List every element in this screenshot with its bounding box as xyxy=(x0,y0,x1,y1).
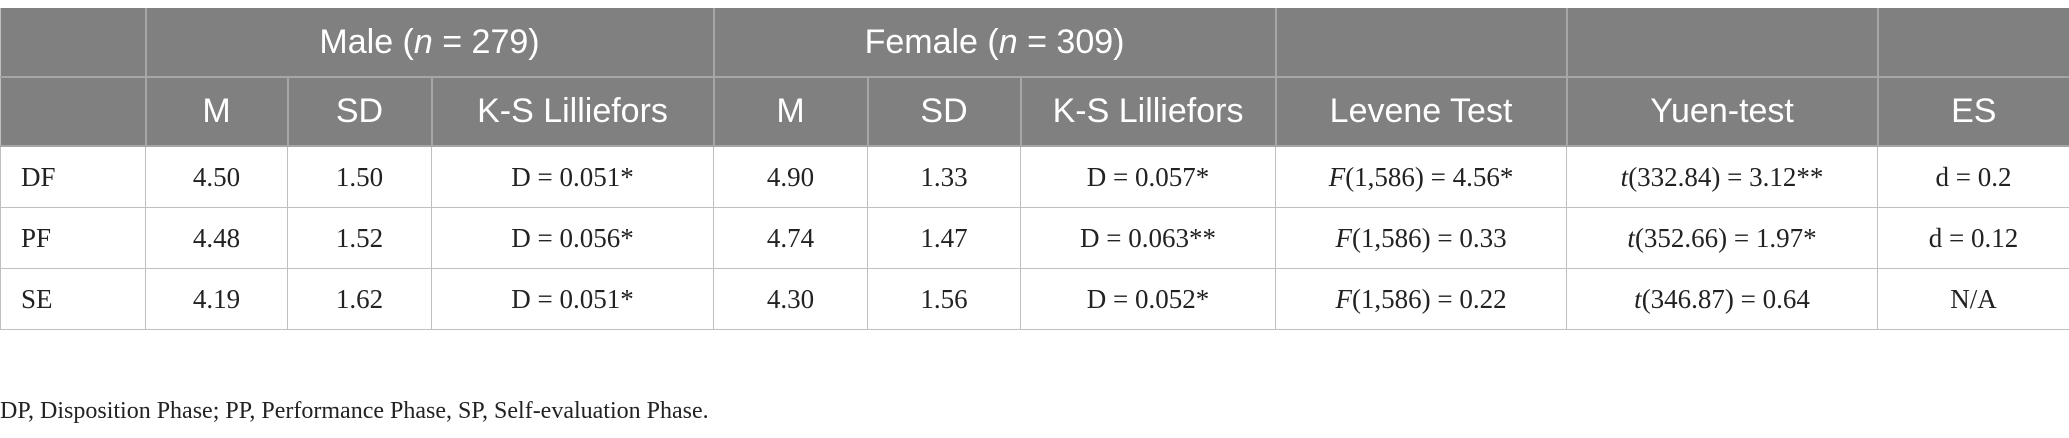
cell-male-m: 4.48 xyxy=(145,207,288,269)
header-blank xyxy=(0,77,147,147)
table-row: PF 4.48 1.52 D = 0.056* 4.74 1.47 D = 0.… xyxy=(0,207,2069,269)
cell-male-m: 4.19 xyxy=(145,268,288,330)
header-group-male: Male (n = 279) xyxy=(145,8,715,78)
cell-female-m: 4.90 xyxy=(713,146,869,208)
cell-male-m: 4.50 xyxy=(145,146,288,208)
table-footnote: DP, Disposition Phase; PP, Performance P… xyxy=(0,398,709,424)
cell-female-sd: 1.47 xyxy=(867,207,1022,269)
col-female-sd: SD xyxy=(867,77,1022,147)
table-row: DF 4.50 1.50 D = 0.051* 4.90 1.33 D = 0.… xyxy=(0,146,2069,208)
header-blank xyxy=(0,8,147,78)
cell-yuen: t(346.87) = 0.64 xyxy=(1566,268,1879,330)
header-row-columns: M SD K-S Lilliefors M SD K-S Lilliefors … xyxy=(0,77,2069,147)
cell-male-ks: D = 0.051* xyxy=(431,146,715,208)
cell-yuen: t(332.84) = 3.12** xyxy=(1566,146,1879,208)
cell-levene: F(1,586) = 0.33 xyxy=(1275,207,1568,269)
col-es: ES xyxy=(1877,77,2069,147)
row-label: DF xyxy=(0,146,146,208)
header-blank xyxy=(1275,8,1568,78)
table-row: SE 4.19 1.62 D = 0.051* 4.30 1.56 D = 0.… xyxy=(0,268,2069,330)
results-table: Male (n = 279) Female (n = 309) M SD K-S… xyxy=(0,8,2069,330)
cell-levene: F(1,586) = 4.56* xyxy=(1275,146,1568,208)
cell-female-ks: D = 0.052* xyxy=(1020,268,1277,330)
cell-es: d = 0.12 xyxy=(1877,207,2069,269)
header-row-groups: Male (n = 279) Female (n = 309) xyxy=(0,8,2069,78)
cell-es: N/A xyxy=(1877,268,2069,330)
cell-female-m: 4.74 xyxy=(713,207,869,269)
col-female-ks: K-S Lilliefors xyxy=(1020,77,1277,147)
cell-es: d = 0.2 xyxy=(1877,146,2069,208)
cell-male-sd: 1.50 xyxy=(287,146,432,208)
cell-female-m: 4.30 xyxy=(713,268,869,330)
cell-female-ks: D = 0.057* xyxy=(1020,146,1277,208)
cell-male-ks: D = 0.056* xyxy=(431,207,715,269)
col-male-sd: SD xyxy=(287,77,433,147)
results-table-container: Male (n = 279) Female (n = 309) M SD K-S… xyxy=(0,8,2069,330)
cell-female-sd: 1.33 xyxy=(867,146,1022,208)
col-male-ks: K-S Lilliefors xyxy=(431,77,715,147)
cell-male-sd: 1.52 xyxy=(287,207,432,269)
cell-female-ks: D = 0.063** xyxy=(1020,207,1277,269)
header-group-female: Female (n = 309) xyxy=(713,8,1277,78)
col-yuen: Yuen-test xyxy=(1566,77,1879,147)
row-label: PF xyxy=(0,207,146,269)
col-male-m: M xyxy=(145,77,289,147)
cell-male-sd: 1.62 xyxy=(287,268,432,330)
col-female-m: M xyxy=(713,77,869,147)
cell-female-sd: 1.56 xyxy=(867,268,1022,330)
col-levene: Levene Test xyxy=(1275,77,1568,147)
header-blank xyxy=(1877,8,2069,78)
cell-levene: F(1,586) = 0.22 xyxy=(1275,268,1568,330)
cell-male-ks: D = 0.051* xyxy=(431,268,715,330)
header-blank xyxy=(1566,8,1879,78)
cell-yuen: t(352.66) = 1.97* xyxy=(1566,207,1879,269)
row-label: SE xyxy=(0,268,146,330)
